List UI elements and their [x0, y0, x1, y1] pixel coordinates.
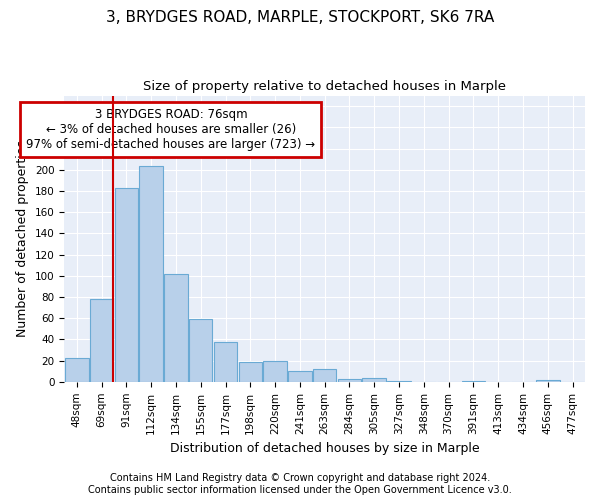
Text: Contains HM Land Registry data © Crown copyright and database right 2024.
Contai: Contains HM Land Registry data © Crown c…: [88, 474, 512, 495]
Bar: [338, 378, 361, 382]
Bar: [461, 381, 485, 382]
Title: Size of property relative to detached houses in Marple: Size of property relative to detached ho…: [143, 80, 506, 93]
Bar: [164, 274, 188, 382]
Bar: [387, 381, 411, 382]
Text: 3, BRYDGES ROAD, MARPLE, STOCKPORT, SK6 7RA: 3, BRYDGES ROAD, MARPLE, STOCKPORT, SK6 …: [106, 10, 494, 25]
Bar: [189, 320, 212, 382]
Bar: [288, 371, 311, 382]
Bar: [536, 380, 560, 382]
Bar: [214, 342, 237, 382]
Bar: [239, 362, 262, 382]
Bar: [139, 166, 163, 382]
Text: 3 BRYDGES ROAD: 76sqm
← 3% of detached houses are smaller (26)
97% of semi-detac: 3 BRYDGES ROAD: 76sqm ← 3% of detached h…: [26, 108, 316, 152]
Bar: [90, 299, 113, 382]
Bar: [263, 360, 287, 382]
Bar: [65, 358, 89, 382]
Bar: [362, 378, 386, 382]
Bar: [313, 369, 337, 382]
X-axis label: Distribution of detached houses by size in Marple: Distribution of detached houses by size …: [170, 442, 479, 455]
Y-axis label: Number of detached properties: Number of detached properties: [16, 140, 29, 337]
Bar: [115, 188, 138, 382]
